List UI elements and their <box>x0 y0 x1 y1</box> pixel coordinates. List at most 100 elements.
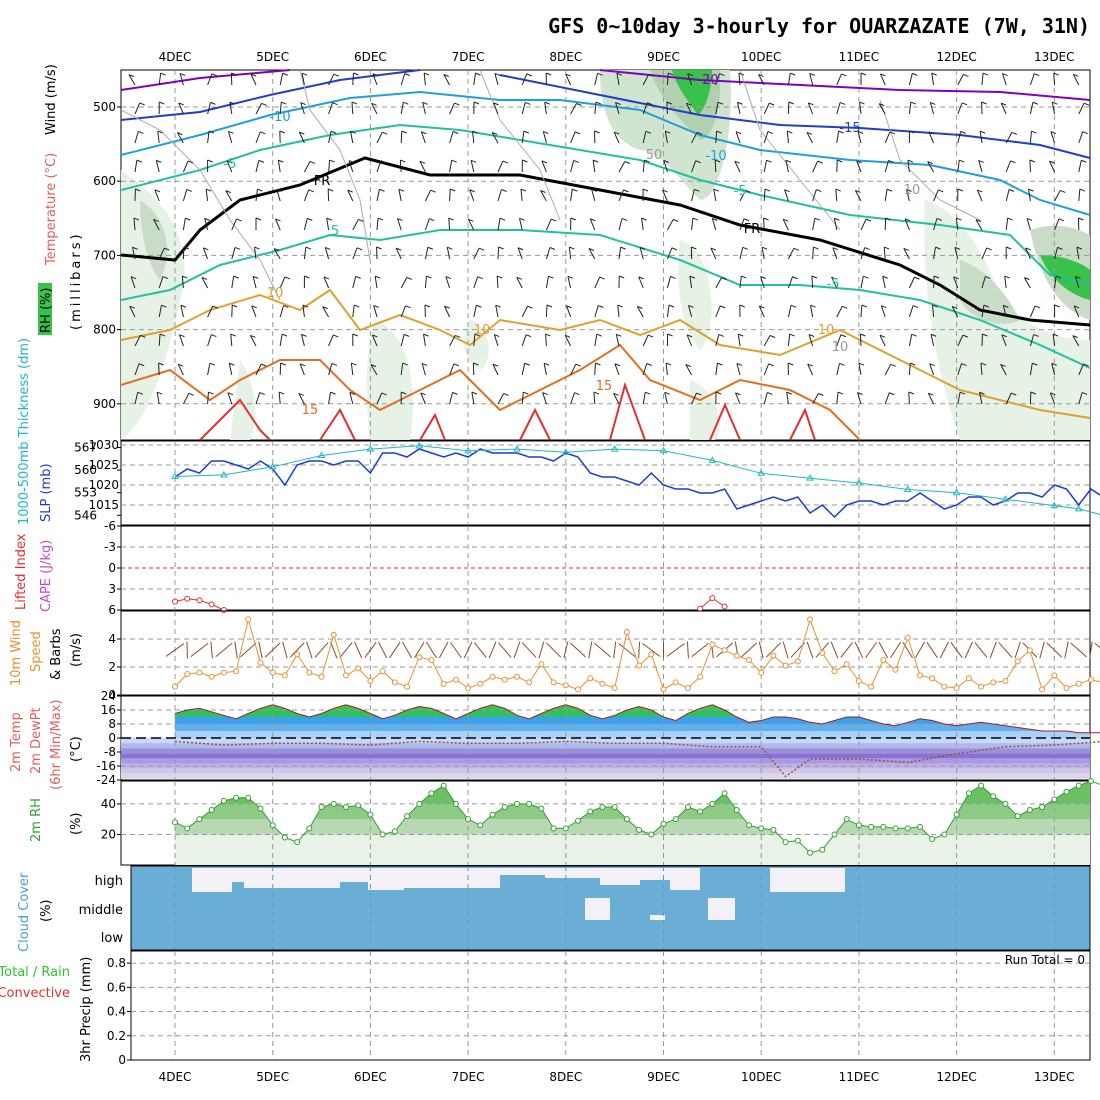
wind-barb-flag <box>638 276 644 280</box>
wind-barb-flag <box>520 188 527 192</box>
wind-barb <box>951 306 959 318</box>
wind-speed-line <box>174 617 1100 691</box>
wind-10m-barb <box>642 643 661 657</box>
wind-barb <box>255 131 261 144</box>
wind-speed-marker <box>245 616 252 623</box>
wind-barb <box>424 247 429 260</box>
wind-barb-flag <box>472 130 478 134</box>
wind-barb <box>1023 277 1031 289</box>
wind-barb-flag <box>477 276 483 280</box>
wind-barb <box>495 305 499 318</box>
wind-barb-flag <box>403 333 410 337</box>
wind-barb-flag <box>347 189 353 193</box>
wind-barb <box>446 247 451 260</box>
wind-barb <box>449 131 454 144</box>
wind-barb-flag <box>691 246 697 250</box>
wind-barb-flag <box>1030 391 1037 395</box>
temp2m-unit: (°C) <box>69 736 84 762</box>
contour-label: -10 <box>269 110 290 125</box>
wind-barb-flag <box>138 131 144 134</box>
rh-contour <box>739 69 841 231</box>
wind-barb <box>1000 364 1007 376</box>
wind-barb-flag <box>613 131 620 135</box>
wind-barb <box>932 305 935 318</box>
temperature-contour <box>120 69 421 121</box>
wind-barb <box>376 189 380 202</box>
temp-2m-line <box>174 704 1100 734</box>
wind-barb <box>277 160 281 173</box>
wind-barb-flag <box>686 334 693 338</box>
wind-speed-marker <box>208 673 215 680</box>
wind-barb <box>642 160 645 173</box>
contour-label: 10 <box>904 183 921 198</box>
cloud-unit: (%) <box>39 900 54 923</box>
rh-2m-marker <box>379 831 386 838</box>
wind-barb <box>328 73 335 86</box>
wind-barb-flag <box>858 362 865 366</box>
wind-barb <box>279 276 286 289</box>
wind-barb <box>205 189 209 202</box>
rh-2m-marker <box>843 816 850 823</box>
wind10-label-a: 10m Wind <box>9 620 24 686</box>
wind-barb <box>666 219 674 231</box>
slp-tick: 1020 <box>88 478 119 492</box>
wind-barb <box>227 392 233 405</box>
rh-2m-marker <box>355 802 362 809</box>
wind-barb <box>352 305 355 318</box>
wind-barb-flag <box>427 246 434 250</box>
wind10-label-b: Speed <box>29 631 44 672</box>
wind-barb <box>642 392 646 405</box>
wind-barb-flag <box>452 391 458 395</box>
wind-barb-flag <box>1010 160 1016 164</box>
wind-barb-flag <box>470 159 477 163</box>
rh-2m-marker <box>501 803 508 810</box>
wind-barb-flag <box>298 392 304 396</box>
temperature-contour <box>120 69 291 91</box>
wind-barb-flag <box>721 277 727 280</box>
wind-barb <box>1072 74 1080 86</box>
wind-barb-flag <box>281 101 287 105</box>
rh-2m-marker <box>538 805 545 812</box>
wind-barb-flag <box>179 334 185 338</box>
wind-barb <box>836 102 841 115</box>
wind-speed-marker <box>611 685 618 691</box>
wind-barb <box>328 131 332 144</box>
wind-barb <box>543 363 547 376</box>
wind-barb-flag <box>860 72 867 76</box>
wind-barb <box>618 189 624 202</box>
contour-label: 15 <box>596 379 613 394</box>
wind-10m-barb <box>474 642 487 658</box>
wind-barb <box>1028 189 1031 202</box>
wind-barb-flag <box>743 218 750 222</box>
thickness-marker <box>513 445 521 452</box>
rh-legend-swatch <box>38 283 52 335</box>
wind-barb <box>981 73 984 86</box>
wind-barb-flag <box>405 305 411 309</box>
wind-barb-flag <box>595 362 601 366</box>
wind-barb <box>1054 247 1058 260</box>
wind-barb-flag <box>790 304 797 308</box>
wind-barb <box>831 276 838 289</box>
wind-barb <box>933 218 938 231</box>
wind-barb-flag <box>834 217 840 221</box>
wind-barb-flag <box>330 130 337 134</box>
wind-barb <box>737 102 741 115</box>
wind-speed-marker <box>1051 672 1058 679</box>
wind-speed-marker <box>745 657 752 663</box>
axis-tick-label: 600 <box>93 174 116 188</box>
wind-barb <box>372 73 378 86</box>
rh-shaded-region <box>672 70 712 115</box>
wind-barb <box>348 160 354 173</box>
wind-barb-flag <box>208 391 214 395</box>
thickness-marker <box>1050 501 1059 509</box>
wind-barb-flag <box>931 72 937 76</box>
wind-barb <box>279 73 284 86</box>
rh-2m-marker <box>1002 800 1009 807</box>
wind-barb-flag <box>496 275 503 279</box>
wind-barb <box>614 363 620 376</box>
wind-speed-marker <box>733 652 740 659</box>
wind-barb-flag <box>1007 217 1013 221</box>
wind-barb <box>249 335 257 347</box>
wind-speed-marker <box>452 676 459 683</box>
wind-barb-flag <box>1083 102 1090 106</box>
